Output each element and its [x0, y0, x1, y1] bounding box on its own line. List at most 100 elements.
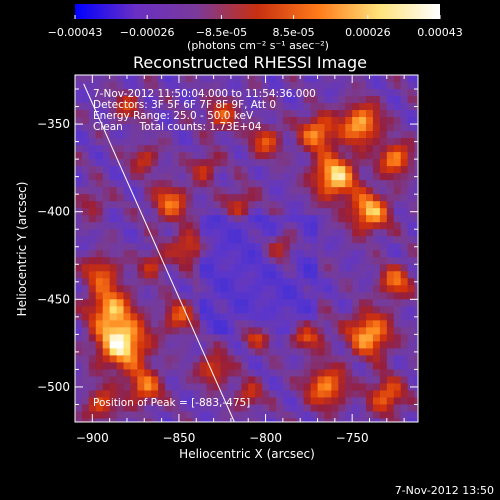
heatmap-cell — [372, 257, 381, 265]
heatmap-cell — [248, 173, 256, 181]
heatmap-cell — [331, 334, 339, 342]
heatmap-cell — [213, 152, 222, 160]
heatmap-cell — [379, 285, 388, 293]
heatmap-cell — [407, 264, 416, 272]
heatmap-cell — [345, 89, 353, 97]
heatmap-cell — [393, 264, 402, 272]
heatmap-cell — [296, 411, 305, 420]
heatmap-cell — [199, 194, 208, 202]
heatmap-cell — [352, 250, 360, 258]
heatmap-cell — [220, 271, 229, 279]
heatmap-cell — [234, 82, 242, 90]
heatmap-cell — [310, 222, 319, 230]
heatmap-cell — [241, 124, 249, 132]
heatmap-cell — [345, 250, 353, 258]
heatmap-cell — [95, 103, 104, 111]
heatmap-cell — [95, 201, 104, 209]
heatmap-cell — [331, 124, 339, 132]
heatmap-cell — [172, 222, 180, 230]
heatmap-cell — [192, 89, 201, 97]
heatmap-cell — [255, 124, 263, 132]
heatmap-cell — [262, 229, 270, 237]
heatmap-cell — [345, 257, 353, 265]
heatmap-cell — [95, 369, 104, 378]
heatmap-cell — [393, 397, 402, 406]
heatmap-cell — [158, 327, 166, 335]
heatmap-cell — [338, 201, 346, 209]
heatmap-cell — [366, 131, 374, 139]
heatmap-cell — [386, 362, 395, 371]
heatmap-cell — [199, 89, 208, 97]
heatmap-cell — [213, 348, 222, 357]
heatmap-cell — [109, 215, 118, 223]
heatmap-cell — [303, 173, 312, 181]
heatmap-cell — [178, 383, 187, 392]
heatmap-cell — [400, 201, 409, 209]
heatmap-cell — [234, 369, 242, 378]
heatmap-cell — [192, 145, 201, 153]
heatmap-cell — [144, 145, 152, 153]
heatmap-cell — [241, 215, 249, 223]
heatmap-cell — [227, 110, 235, 118]
heatmap-cell — [95, 327, 104, 335]
heatmap-cell — [324, 145, 332, 153]
heatmap-cell — [324, 348, 332, 357]
heatmap-cell — [386, 110, 395, 118]
heatmap-cell — [95, 306, 104, 314]
heatmap-cell — [199, 285, 208, 293]
heatmap-cell — [352, 222, 360, 230]
heatmap-cell — [345, 341, 353, 349]
heatmap-cell — [317, 257, 326, 265]
heatmap-cell — [185, 173, 194, 181]
heatmap-cell — [95, 299, 104, 307]
heatmap-cell — [227, 397, 235, 406]
heatmap-cell — [109, 82, 118, 90]
heatmap-cell — [81, 390, 90, 399]
heatmap-cell — [352, 418, 360, 422]
heatmap-cell — [324, 250, 332, 258]
heatmap-cell — [206, 222, 215, 230]
heatmap-cell — [130, 215, 138, 223]
heatmap-cell — [158, 348, 166, 357]
heatmap-cell — [407, 271, 416, 279]
heatmap-cell — [400, 348, 409, 357]
heatmap-cell — [372, 334, 381, 342]
heatmap-cell — [372, 299, 381, 307]
heatmap-cell — [158, 390, 166, 399]
heatmap-cell — [345, 159, 353, 167]
heatmap-cell — [241, 306, 249, 314]
heatmap-cell — [289, 320, 298, 328]
heatmap-cell — [393, 201, 402, 209]
heatmap-cell — [102, 110, 111, 118]
heatmap-cell — [213, 313, 222, 321]
heatmap-cell — [359, 257, 367, 265]
heatmap-cell — [192, 236, 201, 244]
heatmap-cell — [275, 355, 284, 364]
heatmap-cell — [123, 285, 132, 293]
heatmap-cell — [123, 82, 132, 90]
heatmap-cell — [227, 250, 235, 258]
heatmap-cell — [262, 173, 270, 181]
heatmap-cell — [393, 75, 402, 83]
heatmap-cell — [241, 369, 249, 378]
heatmap-cell — [172, 334, 180, 342]
heatmap-cell — [248, 110, 256, 118]
heatmap-cell — [116, 75, 125, 83]
heatmap-cell — [269, 110, 277, 118]
heatmap-cell — [303, 117, 312, 125]
heatmap-cell — [310, 215, 319, 223]
heatmap-cell — [317, 348, 326, 357]
heatmap-cell — [178, 320, 187, 328]
heatmap-cell — [282, 264, 291, 272]
heatmap-cell — [317, 264, 326, 272]
heatmap-cell — [178, 96, 187, 104]
heatmap-cell — [269, 299, 277, 307]
heatmap-cell — [352, 369, 360, 378]
heatmap-cell — [144, 376, 152, 385]
heatmap-cell — [255, 306, 263, 314]
heatmap-cell — [324, 96, 332, 104]
heatmap-cell — [123, 110, 132, 118]
heatmap-cell — [262, 404, 270, 413]
heatmap-cell — [255, 320, 263, 328]
heatmap-cell — [296, 243, 305, 251]
